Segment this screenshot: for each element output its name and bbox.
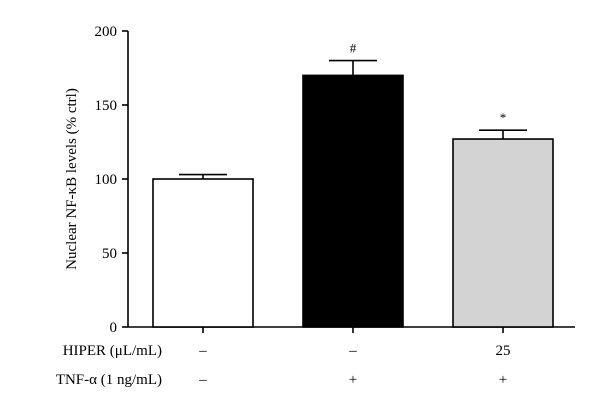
y-tick-label: 50 [102,246,117,262]
bar [152,178,254,328]
treatment-value: 25 [496,343,511,359]
treatment-value: – [348,343,357,359]
significance-marker: * [500,110,507,125]
treatment-row-label: HIPER (μL/mL) [63,343,162,359]
treatment-value: + [349,372,357,388]
y-tick-label: 100 [95,172,118,188]
bar [302,74,404,328]
treatment-value: – [198,343,207,359]
treatment-value: + [499,372,507,388]
bar [452,138,554,328]
treatment-row-label: TNF-α (1 ng/mL) [56,372,162,388]
y-tick-label: 200 [95,24,118,40]
treatment-value: – [198,372,207,388]
y-tick-label: 0 [110,320,118,336]
y-tick-label: 150 [95,98,118,114]
y-axis-title: Nuclear NF-κB levels (% ctrl) [64,88,80,270]
significance-marker: # [350,41,357,56]
